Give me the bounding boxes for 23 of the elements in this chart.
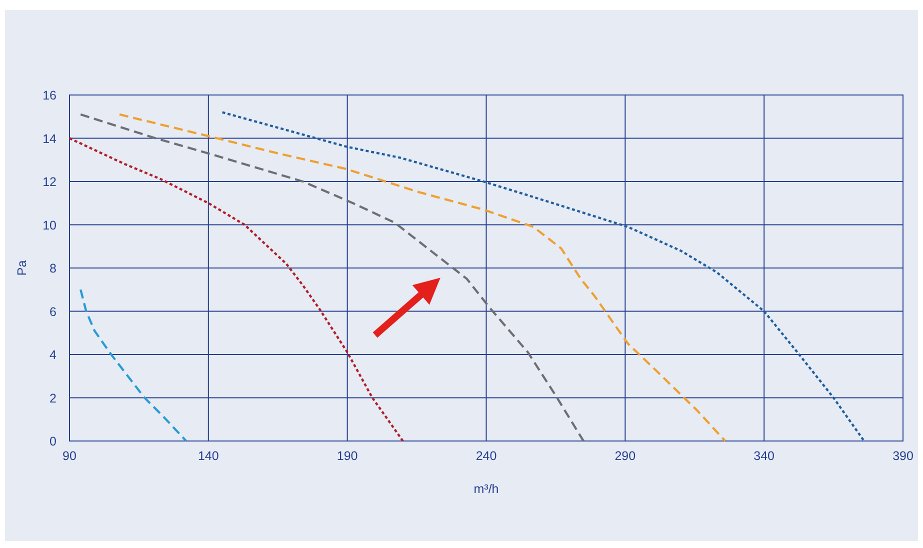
y-tick-label: 12 xyxy=(42,175,57,189)
y-tick-label: 8 xyxy=(50,262,57,276)
x-tick-label: 290 xyxy=(614,449,636,463)
x-tick-label: 340 xyxy=(754,449,775,463)
y-tick-label: 14 xyxy=(42,132,57,146)
line-series xyxy=(221,111,866,442)
x-tick-label: 390 xyxy=(892,449,914,463)
x-axis-title: m³/h xyxy=(474,482,499,496)
y-tick-label: 6 xyxy=(50,304,57,319)
line-series xyxy=(68,137,404,442)
y-tick-label: 0 xyxy=(50,434,57,448)
line-series xyxy=(80,113,585,442)
y-tick-label: 4 xyxy=(50,348,57,362)
y-tick-label: 10 xyxy=(42,218,57,232)
line-series xyxy=(118,113,726,442)
y-axis-title: Pa xyxy=(15,260,29,276)
x-tick-label: 140 xyxy=(198,449,219,463)
y-tick-label: 2 xyxy=(50,391,57,406)
y-tick-label: 16 xyxy=(42,88,57,102)
x-tick-label: 190 xyxy=(336,449,358,463)
x-tick-label: 240 xyxy=(476,449,497,463)
x-tick-label: 90 xyxy=(62,449,76,463)
line-series xyxy=(80,288,188,442)
